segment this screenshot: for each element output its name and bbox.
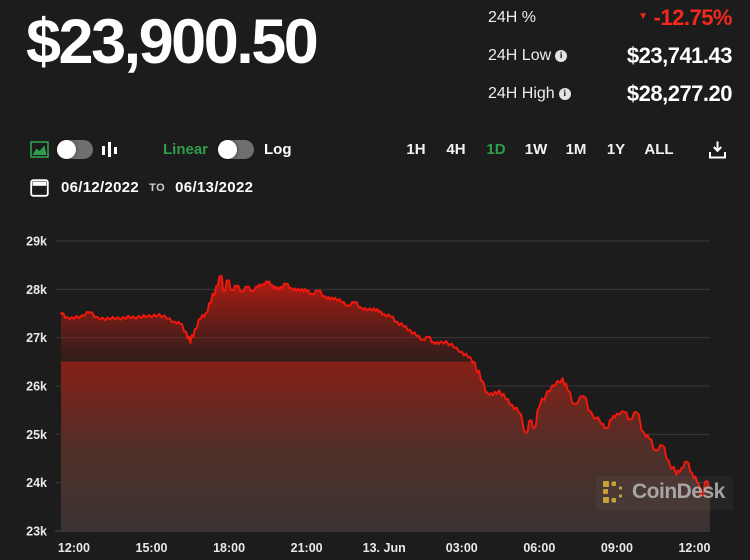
percent-change-text: -12.75% [653,4,733,30]
range-4h[interactable]: 4H [446,141,466,158]
svg-text:18:00: 18:00 [213,541,245,555]
scale-toggle[interactable] [218,140,255,159]
date-range-picker: 06/12/2022 TO 06/13/2022 [30,178,253,197]
stat-label-24h-high: 24H High [488,84,555,102]
svg-text:28k: 28k [26,283,47,297]
svg-text:12:00: 12:00 [678,541,710,555]
info-icon[interactable] [558,87,571,100]
stat-row-24h-high: 24H High $28,277.20 [488,80,733,107]
range-1h[interactable]: 1H [406,141,426,158]
svg-text:21:00: 21:00 [291,541,323,555]
range-selector: 1H 4H 1D 1W 1M 1Y ALL [396,139,682,160]
svg-text:12:00: 12:00 [58,541,90,555]
svg-text:06:00: 06:00 [523,541,555,555]
range-1w[interactable]: 1W [524,141,548,158]
stat-label-24h-low: 24H Low [488,46,552,64]
y-axis-labels: 29k 28k 27k 26k 25k 24k 23k [26,235,47,539]
svg-text:03:00: 03:00 [446,541,478,555]
calendar-icon[interactable] [30,178,49,197]
stat-row-24h-low: 24H Low $23,741.43 [488,42,733,69]
bar-chart-icon[interactable] [101,141,118,159]
toggle-knob [218,140,238,159]
stats-panel: 24H % -12.75% 24H Low $23,741.43 24H Hig… [488,4,733,118]
current-price: $23,900.50 [26,7,319,77]
svg-text:27k: 27k [26,331,47,345]
chart-toolbar: Linear Log 1H 4H 1D 1W 1M 1Y ALL [0,136,750,168]
svg-text:15:00: 15:00 [136,541,168,555]
range-1m[interactable]: 1M [565,141,587,158]
date-from-field[interactable]: 06/12/2022 [61,179,140,196]
price-line [60,274,711,497]
price-chart[interactable]: 29k 28k 27k 26k 25k 24k 23k 12:00 15:00 18:00 21:… [0,225,750,560]
range-all[interactable]: ALL [644,141,674,158]
stat-value-24h-high: $28,277.20 [626,80,733,106]
stat-value-24h-percent: -12.75% [638,4,733,31]
info-icon[interactable] [555,49,568,62]
svg-text:29k: 29k [26,235,47,249]
date-to-field[interactable]: 06/13/2022 [175,179,254,196]
scale-linear-label[interactable]: Linear [163,141,209,158]
stat-value-24h-low: $23,741.43 [626,42,733,68]
svg-text:26k: 26k [26,380,47,394]
toggle-knob [57,140,76,159]
coindesk-watermark: CoinDesk [596,476,733,510]
scale-log-label[interactable]: Log [264,141,292,158]
svg-text:09:00: 09:00 [601,541,633,555]
stat-label-24h-percent: 24H % [488,8,537,26]
price-area [61,275,710,531]
stat-row-24h-percent: 24H % -12.75% [488,4,733,31]
area-chart-icon[interactable] [30,141,49,158]
download-icon[interactable] [706,140,729,161]
svg-text:13. Jun: 13. Jun [363,541,406,555]
date-separator: TO [149,181,166,194]
coindesk-logo-icon [603,481,622,503]
chart-style-toggle[interactable] [57,140,93,159]
svg-text:25k: 25k [26,428,47,442]
x-axis-labels: 12:00 15:00 18:00 21:00 13. Jun 03:00 06:00 09:… [58,541,711,555]
down-triangle-icon [638,11,647,22]
range-1d[interactable]: 1D [486,141,506,158]
svg-text:24k: 24k [26,476,47,490]
range-1y[interactable]: 1Y [606,141,626,158]
svg-text:23k: 23k [26,525,47,539]
watermark-text: CoinDesk [632,480,725,503]
